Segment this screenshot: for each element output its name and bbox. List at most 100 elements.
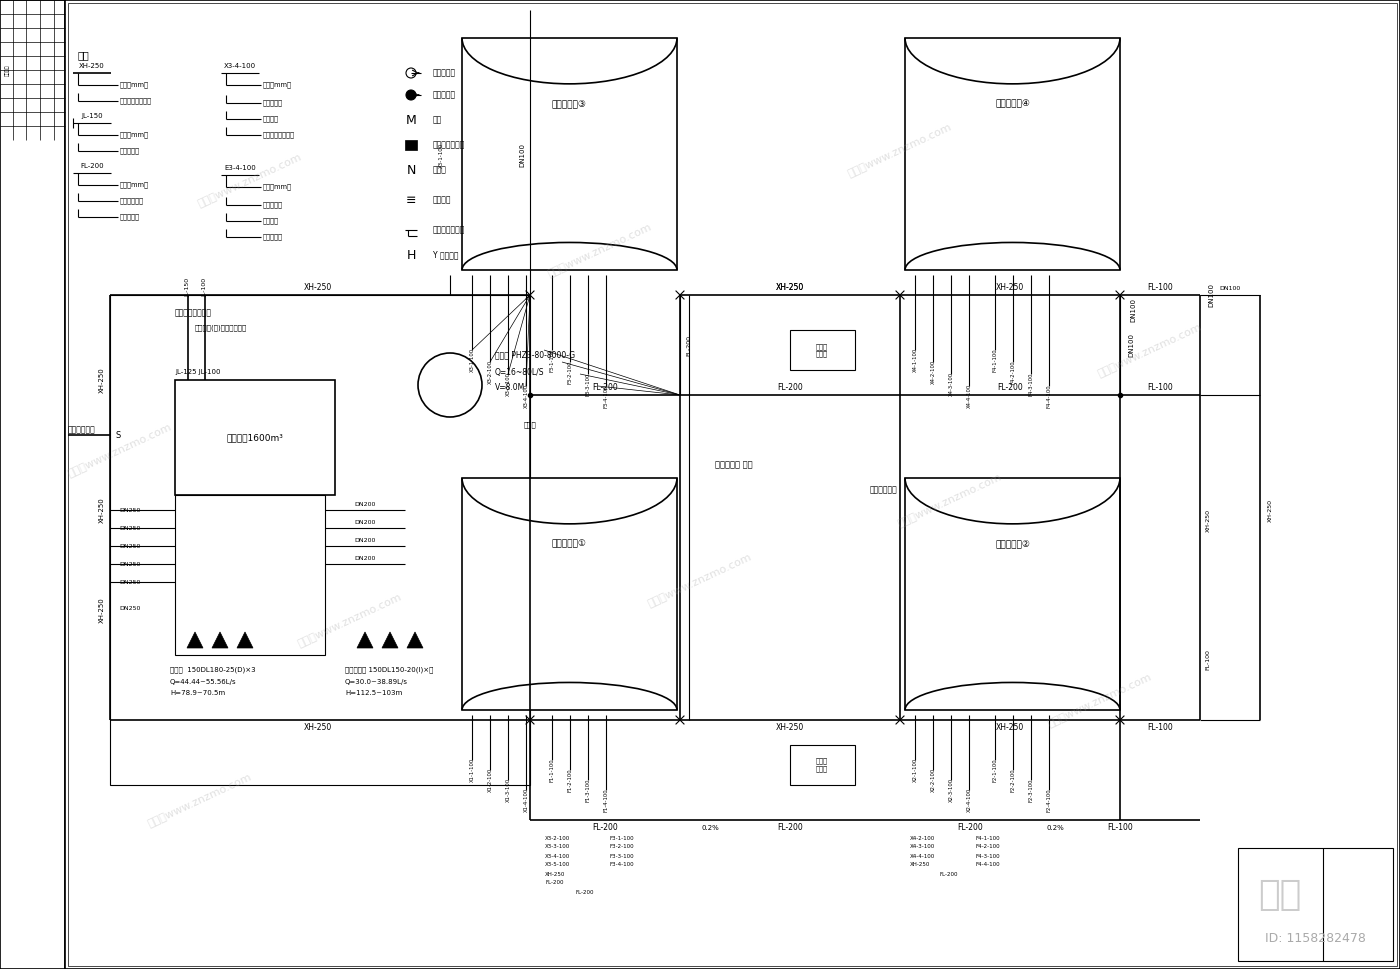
Text: 接市政进水管: 接市政进水管 — [69, 425, 95, 434]
Text: 消防泡沫泵 150DL150-20(I)×备: 消防泡沫泵 150DL150-20(I)×备 — [344, 667, 434, 673]
Text: 泡沫消火栓: 泡沫消火栓 — [433, 90, 456, 100]
Text: 知末网www.znzmo.com: 知末网www.znzmo.com — [1096, 322, 1204, 379]
Text: F3-2-100: F3-2-100 — [567, 360, 573, 384]
Text: X4-3-100: X4-3-100 — [949, 372, 953, 396]
Text: Y 型过滤器: Y 型过滤器 — [433, 251, 459, 260]
Text: F3-4-100: F3-4-100 — [610, 862, 634, 867]
Bar — [111, 295, 531, 785]
Text: F4-1-100: F4-1-100 — [993, 348, 997, 372]
Text: DN100: DN100 — [1219, 286, 1240, 291]
Text: 知末网www.znzmo.com: 知末网www.znzmo.com — [297, 591, 403, 648]
Text: 管径（mm）: 管径（mm） — [120, 132, 148, 139]
Text: 蝶阀: 蝶阀 — [433, 115, 442, 124]
Circle shape — [406, 90, 416, 100]
Text: 泡沫给水管线: 泡沫给水管线 — [120, 198, 144, 204]
Text: F3-3-100: F3-3-100 — [585, 372, 591, 395]
Bar — [462, 478, 678, 710]
Text: X4-3-100: X4-3-100 — [910, 845, 935, 850]
Bar — [0, 0, 64, 969]
Text: F3-2-100: F3-2-100 — [610, 845, 634, 850]
Text: DN250: DN250 — [119, 579, 140, 584]
Text: X2-3-100: X2-3-100 — [949, 778, 953, 802]
Text: XH-250: XH-250 — [99, 497, 105, 523]
Text: 知末: 知末 — [1259, 879, 1302, 913]
Text: 泡沫罐 PHZ3-80-8000-G: 泡沫罐 PHZ3-80-8000-G — [496, 351, 575, 359]
Text: 贮罐编号: 贮罐编号 — [263, 115, 279, 122]
Text: 泡沫产生器 喷头: 泡沫产生器 喷头 — [715, 460, 753, 470]
Text: Q=30.0~38.89L/s: Q=30.0~38.89L/s — [344, 679, 407, 685]
Text: DN250: DN250 — [119, 544, 140, 548]
Text: E3-4-100: E3-4-100 — [224, 165, 256, 171]
Text: 金属软管: 金属软管 — [433, 196, 451, 204]
Text: JL-125 JL-100: JL-125 JL-100 — [175, 369, 221, 375]
Text: 知末网www.znzmo.com: 知末网www.znzmo.com — [66, 422, 174, 479]
Text: 乙二醇贮罐④: 乙二醇贮罐④ — [995, 100, 1030, 109]
Text: 集水坑
放空管: 集水坑 放空管 — [816, 343, 827, 358]
Text: 制氢用空(氮)压机冷却用水: 制氢用空(氮)压机冷却用水 — [195, 325, 248, 331]
Text: 管径（mm）: 管径（mm） — [120, 81, 148, 88]
Text: F3-4-100: F3-4-100 — [603, 385, 609, 408]
Text: DN250: DN250 — [119, 508, 140, 513]
Text: 接综合楼生活用水: 接综合楼生活用水 — [175, 308, 211, 318]
Text: X4-2-100: X4-2-100 — [931, 359, 935, 384]
Bar — [904, 38, 1120, 270]
Text: H=112.5~103m: H=112.5~103m — [344, 690, 402, 696]
Text: JL-100: JL-100 — [203, 277, 207, 297]
Polygon shape — [357, 632, 372, 648]
Text: DN200: DN200 — [354, 502, 375, 507]
Text: DN200: DN200 — [354, 519, 375, 524]
Text: 知末网www.znzmo.com: 知末网www.znzmo.com — [1046, 672, 1154, 729]
Text: X1-3-100: X1-3-100 — [505, 778, 511, 802]
Text: X3-3-100: X3-3-100 — [505, 372, 511, 396]
Text: 冷却水环状管: 冷却水环状管 — [869, 485, 897, 494]
Text: X2-2-100: X2-2-100 — [931, 767, 935, 792]
Bar — [790, 330, 855, 370]
Text: DN250: DN250 — [119, 525, 140, 530]
Text: 0.2%: 0.2% — [701, 825, 718, 831]
Text: FL-200: FL-200 — [592, 384, 617, 392]
Text: FL-200: FL-200 — [997, 384, 1023, 392]
Text: ID: 1158282478: ID: 1158282478 — [1266, 932, 1366, 945]
Bar — [1238, 848, 1393, 961]
Text: FL-200: FL-200 — [777, 384, 802, 392]
Text: XH-250: XH-250 — [1205, 509, 1211, 532]
Text: FL-100: FL-100 — [1147, 284, 1173, 293]
Text: X3-2-100: X3-2-100 — [487, 359, 493, 384]
Text: X3-4-100: X3-4-100 — [545, 854, 570, 859]
Polygon shape — [211, 632, 228, 648]
Text: F4-3-100: F4-3-100 — [974, 854, 1000, 859]
Text: XH-250: XH-250 — [1268, 498, 1273, 521]
Text: FL-200: FL-200 — [958, 824, 983, 832]
Text: F2-2-100: F2-2-100 — [1011, 768, 1015, 792]
Text: 知末网www.znzmo.com: 知末网www.znzmo.com — [896, 472, 1004, 528]
Text: M: M — [406, 113, 416, 127]
Text: F3-1-100: F3-1-100 — [610, 835, 634, 840]
Polygon shape — [382, 632, 398, 648]
Text: 知末网www.znzmo.com: 知末网www.znzmo.com — [647, 551, 753, 609]
Text: X1-1-100: X1-1-100 — [469, 758, 475, 782]
Bar — [405, 140, 417, 150]
Text: X4-4-100: X4-4-100 — [966, 384, 972, 408]
Text: ≡: ≡ — [406, 194, 416, 206]
Text: S: S — [115, 430, 120, 440]
Text: XH-250: XH-250 — [80, 63, 105, 69]
Text: 0.2%: 0.2% — [1046, 825, 1064, 831]
Text: FL-200: FL-200 — [686, 334, 692, 356]
Text: F2-1-100: F2-1-100 — [993, 758, 997, 782]
Text: X4-2-100: X4-2-100 — [910, 835, 935, 840]
Text: DN200: DN200 — [354, 555, 375, 560]
Text: 消防水池1600m³: 消防水池1600m³ — [227, 433, 283, 442]
Text: 集水坑
放空管: 集水坑 放空管 — [816, 758, 827, 772]
Text: DN250: DN250 — [119, 561, 140, 567]
Text: X3-4-100: X3-4-100 — [224, 63, 256, 69]
Text: 消防冷却水环状管: 消防冷却水环状管 — [120, 98, 153, 105]
Text: 知末网www.znzmo.com: 知末网www.znzmo.com — [147, 771, 253, 828]
Text: 管径（mm）: 管径（mm） — [263, 184, 293, 190]
Text: F4-1-100: F4-1-100 — [974, 835, 1000, 840]
Text: X3-1-100: X3-1-100 — [469, 348, 475, 372]
Text: 乙二醇贮罐②: 乙二醇贮罐② — [995, 540, 1030, 548]
Text: Q=16~80L/S: Q=16~80L/S — [496, 368, 545, 378]
Text: DN100: DN100 — [519, 143, 525, 167]
Text: X3-4-100: X3-4-100 — [524, 384, 529, 408]
Text: XH-250: XH-250 — [99, 367, 105, 392]
